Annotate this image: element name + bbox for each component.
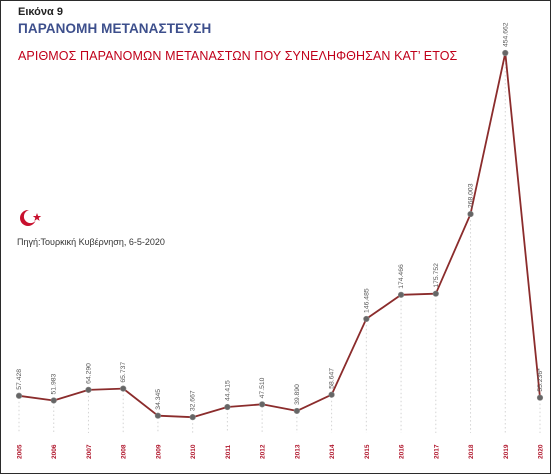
data-label: 64.290 (85, 363, 92, 384)
data-label: 268.003 (468, 183, 475, 208)
page-heading: ΠΑΡΑΝΟΜΗ ΜΕΤΑΝΑΣΤΕΥΣΗ (18, 21, 212, 36)
x-tick-label: 2012 (260, 444, 267, 459)
data-point (120, 385, 127, 392)
data-label: 65.737 (120, 362, 127, 383)
data-label: 47.510 (259, 377, 266, 398)
x-tick-label: 2013 (294, 444, 301, 459)
data-point (50, 397, 57, 404)
data-label: 39.890 (294, 384, 301, 405)
x-tick-label: 2005 (17, 444, 24, 459)
figure-label: Εικόνα 9 (18, 6, 63, 18)
x-tick-label: 2014 (329, 444, 336, 459)
data-label: 175.752 (433, 263, 440, 288)
x-tick-label: 2007 (86, 444, 93, 459)
x-tick-label: 2011 (225, 445, 232, 459)
x-tick-label: 2015 (364, 444, 371, 459)
x-tick-label: 2009 (155, 444, 162, 459)
x-tick-label: 2006 (51, 444, 58, 459)
source-note: Πηγή:Τουρκική Κυβέρνηση, 6-5-2020 (17, 237, 165, 247)
turkish-crescent-star-icon (20, 209, 42, 226)
data-point (432, 290, 439, 297)
data-label: 454.662 (502, 22, 509, 47)
data-label: 55.236* (537, 368, 544, 392)
data-label: 146.485 (363, 288, 370, 313)
data-point (189, 414, 196, 421)
data-point (259, 401, 266, 408)
chart-title: ΑΡΙΘΜΟΣ ΠΑΡΑΝΟΜΩΝ ΜΕΤΑΝΑΣΤΩΝ ΠΟΥ ΣΥΝΕΛΗΦ… (18, 49, 458, 63)
data-point (85, 386, 92, 393)
data-point (224, 403, 231, 411)
x-tick-label: 2020 (538, 444, 545, 459)
data-point (293, 407, 300, 415)
data-label: 58.647 (329, 368, 336, 389)
data-point (536, 394, 544, 401)
x-tick-label: 2017 (433, 444, 440, 459)
data-label: 44.415 (224, 380, 231, 401)
data-point (363, 315, 370, 323)
x-tick-label: 2016 (399, 444, 406, 459)
data-point (328, 391, 335, 398)
data-label: 57.428 (16, 369, 23, 390)
data-label: 32.667 (190, 390, 197, 411)
data-point (397, 291, 405, 298)
data-point (154, 412, 162, 419)
series-line (18, 52, 541, 419)
data-point (467, 210, 474, 218)
data-point (15, 392, 23, 399)
x-tick-label: 2018 (468, 444, 475, 459)
data-label: 34.345 (155, 389, 162, 410)
x-tick-label: 2019 (503, 444, 510, 459)
data-label: 174.466 (398, 264, 405, 289)
data-label: 51.983 (51, 373, 58, 394)
x-tick-label: 2008 (121, 444, 128, 459)
data-point (502, 49, 509, 57)
x-tick-label: 2010 (190, 444, 197, 459)
